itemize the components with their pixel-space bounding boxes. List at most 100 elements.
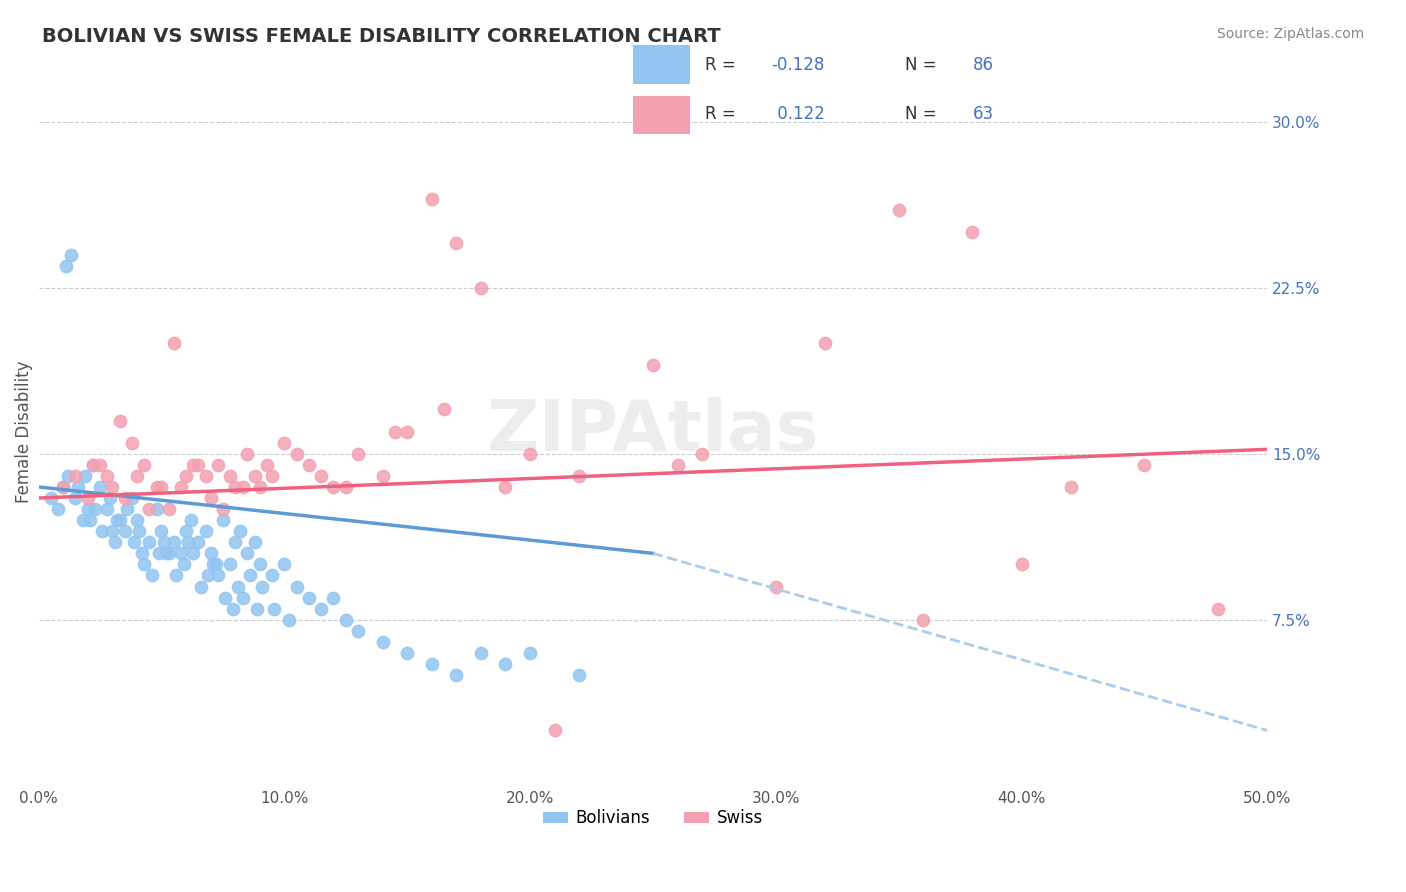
Point [141,568,163,582]
Point [335,480,357,494]
Point [180,513,202,527]
Point [145,480,167,494]
Point [194,469,217,483]
Point [222,601,245,615]
Point [89,480,111,494]
Point [433,402,456,417]
Point [96,502,118,516]
Point [125,469,148,483]
Point [207,568,229,582]
Point [108,413,131,427]
Point [371,635,394,649]
Point [98,491,121,505]
Point [105,513,128,527]
Point [690,447,713,461]
Point [124,535,146,549]
Point [229,524,252,539]
Point [170,480,193,494]
Point [371,469,394,483]
Point [187,535,209,549]
Point [278,613,301,627]
Point [519,447,541,461]
Point [82,458,104,472]
Point [82,458,104,472]
Text: BOLIVIAN VS SWISS FEMALE DISABILITY CORRELATION CHART: BOLIVIAN VS SWISS FEMALE DISABILITY CORR… [42,27,721,45]
Point [446,668,468,682]
Text: 0.122: 0.122 [772,105,824,123]
Point [256,458,278,472]
Point [243,469,266,483]
Point [121,491,143,505]
Point [200,491,222,505]
Point [89,458,111,472]
Point [96,469,118,483]
Point [138,535,160,549]
Point [66,480,89,494]
Point [212,513,235,527]
Point [148,546,170,560]
Point [177,535,200,549]
Point [145,502,167,516]
Point [285,580,308,594]
Point [495,657,517,671]
FancyBboxPatch shape [633,95,690,134]
Point [1011,558,1033,572]
Point [273,558,295,572]
Point [420,657,443,671]
Point [138,502,160,516]
Text: N =: N = [905,55,942,73]
Point [174,469,197,483]
Point [190,580,212,594]
Point [157,502,180,516]
Point [101,524,124,539]
Point [1133,458,1156,472]
Point [239,568,262,582]
Point [396,425,419,439]
Point [384,425,406,439]
Point [322,480,344,494]
Point [131,546,153,560]
Point [121,435,143,450]
Point [568,469,591,483]
Text: -0.128: -0.128 [772,55,825,73]
Point [157,546,180,560]
Text: 63: 63 [973,105,994,123]
Point [309,601,332,615]
Point [150,480,173,494]
Y-axis label: Female Disability: Female Disability [15,360,32,503]
Point [214,591,236,605]
Point [108,513,131,527]
Point [347,624,370,638]
Point [912,613,935,627]
Point [226,580,249,594]
Point [155,546,177,560]
Point [224,535,246,549]
Point [114,524,136,539]
Point [224,480,246,494]
Point [204,558,226,572]
Legend: Bolivians, Swiss: Bolivians, Swiss [536,803,770,834]
Point [207,458,229,472]
Point [962,226,984,240]
Point [814,336,837,351]
Point [79,513,101,527]
Point [260,568,283,582]
Point [446,236,468,251]
Point [309,469,332,483]
Text: ZIPAtlas: ZIPAtlas [486,397,820,467]
Point [285,447,308,461]
Point [165,568,187,582]
Point [101,480,124,494]
Point [298,458,321,472]
Point [150,524,173,539]
Point [104,535,127,549]
Point [236,447,259,461]
Point [249,558,271,572]
Point [65,491,87,505]
Point [202,558,225,572]
Point [56,469,79,483]
Point [260,469,283,483]
Point [153,535,176,549]
Point [298,591,321,605]
Point [347,447,370,461]
